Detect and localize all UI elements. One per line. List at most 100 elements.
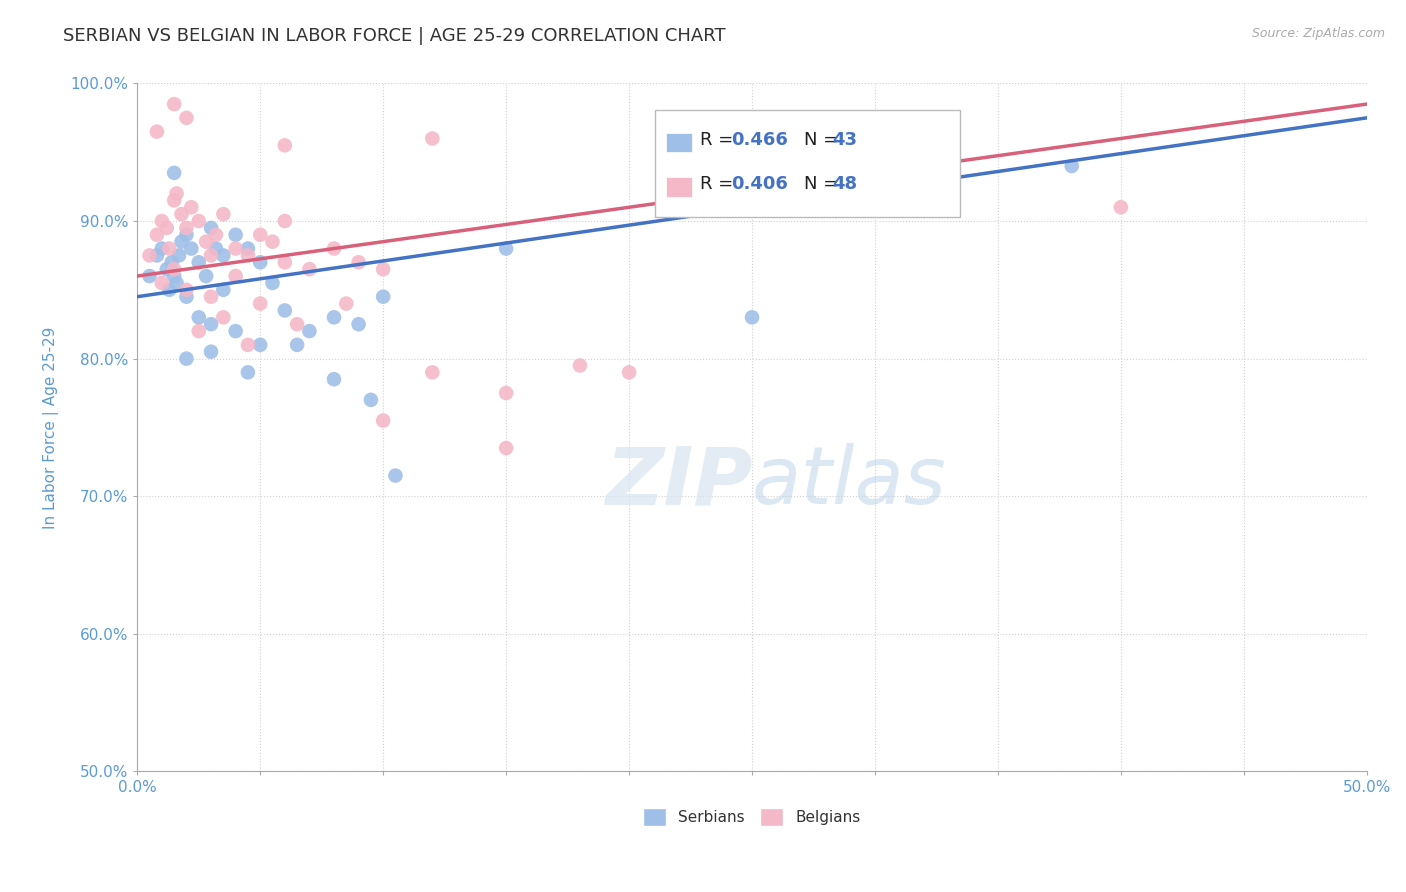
Point (568, 359, 591, 373)
Point (176, 290, 198, 304)
Point (150, 242, 173, 256)
Point (138, 268, 160, 283)
Point (205, 227, 228, 242)
Point (384, 468, 406, 483)
Point (274, 214, 297, 228)
Point (373, 413, 395, 427)
Point (212, 207, 235, 221)
Point (163, 262, 186, 277)
Text: 43: 43 (832, 131, 858, 149)
Point (163, 166, 186, 180)
Point (180, 200, 202, 214)
Point (187, 310, 209, 325)
Text: N =: N = (804, 176, 844, 194)
Point (180, 242, 202, 256)
Point (236, 242, 259, 256)
Point (225, 242, 247, 256)
Point (195, 268, 218, 283)
Point (274, 138, 297, 153)
Point (156, 262, 179, 277)
Point (200, 344, 222, 359)
Point (187, 324, 209, 338)
Point (176, 111, 198, 125)
Point (373, 290, 395, 304)
Point (347, 255, 370, 269)
Point (163, 194, 186, 208)
Point (323, 242, 346, 256)
Point (285, 317, 308, 331)
Text: Source: ZipAtlas.com: Source: ZipAtlas.com (1251, 27, 1385, 40)
Point (1109, 200, 1132, 214)
Point (170, 207, 193, 221)
Text: atlas: atlas (752, 443, 946, 522)
Point (274, 303, 297, 318)
Point (176, 283, 198, 297)
Point (157, 283, 180, 297)
Point (1060, 159, 1083, 173)
Point (163, 97, 186, 112)
Point (176, 220, 198, 235)
Point (262, 235, 284, 249)
Point (249, 227, 271, 242)
Point (138, 248, 160, 262)
Point (249, 296, 271, 310)
Text: 0.406: 0.406 (731, 176, 787, 194)
Point (212, 283, 235, 297)
Point (236, 365, 259, 379)
Point (156, 220, 179, 235)
Point (249, 338, 271, 352)
Point (166, 186, 188, 201)
Point (285, 338, 308, 352)
Point (176, 227, 198, 242)
Point (249, 255, 271, 269)
Point (166, 276, 188, 290)
Point (187, 255, 209, 269)
Point (274, 255, 297, 269)
Point (176, 351, 198, 366)
Point (617, 365, 640, 379)
Point (150, 276, 173, 290)
Point (360, 392, 382, 407)
Point (225, 268, 247, 283)
Point (225, 324, 247, 338)
Point (150, 214, 173, 228)
Text: 48: 48 (832, 176, 858, 194)
Point (495, 242, 517, 256)
Point (205, 242, 228, 256)
Point (212, 310, 235, 325)
Point (157, 242, 180, 256)
Point (187, 214, 209, 228)
Text: ZIP: ZIP (605, 443, 752, 522)
Text: N =: N = (804, 131, 844, 149)
Text: R =: R = (700, 176, 740, 194)
Point (200, 290, 222, 304)
Point (323, 372, 346, 386)
Point (236, 248, 259, 262)
Point (495, 441, 517, 455)
Point (236, 338, 259, 352)
Point (335, 296, 357, 310)
Point (146, 227, 169, 242)
Text: 0.466: 0.466 (731, 131, 787, 149)
Point (323, 310, 346, 325)
Point (422, 131, 444, 145)
Point (146, 248, 169, 262)
Point (146, 125, 169, 139)
Point (200, 317, 222, 331)
Legend: Serbians, Belgians: Serbians, Belgians (637, 802, 868, 832)
Point (741, 310, 763, 325)
Point (347, 317, 370, 331)
Point (160, 255, 183, 269)
Point (495, 386, 517, 401)
Text: R =: R = (700, 131, 740, 149)
Point (170, 235, 193, 249)
Point (373, 262, 395, 277)
Point (167, 248, 190, 262)
Point (163, 268, 186, 283)
Point (195, 235, 218, 249)
Point (298, 262, 321, 277)
Point (200, 248, 222, 262)
Point (225, 227, 247, 242)
Point (298, 324, 321, 338)
Text: SERBIAN VS BELGIAN IN LABOR FORCE | AGE 25-29 CORRELATION CHART: SERBIAN VS BELGIAN IN LABOR FORCE | AGE … (63, 27, 725, 45)
